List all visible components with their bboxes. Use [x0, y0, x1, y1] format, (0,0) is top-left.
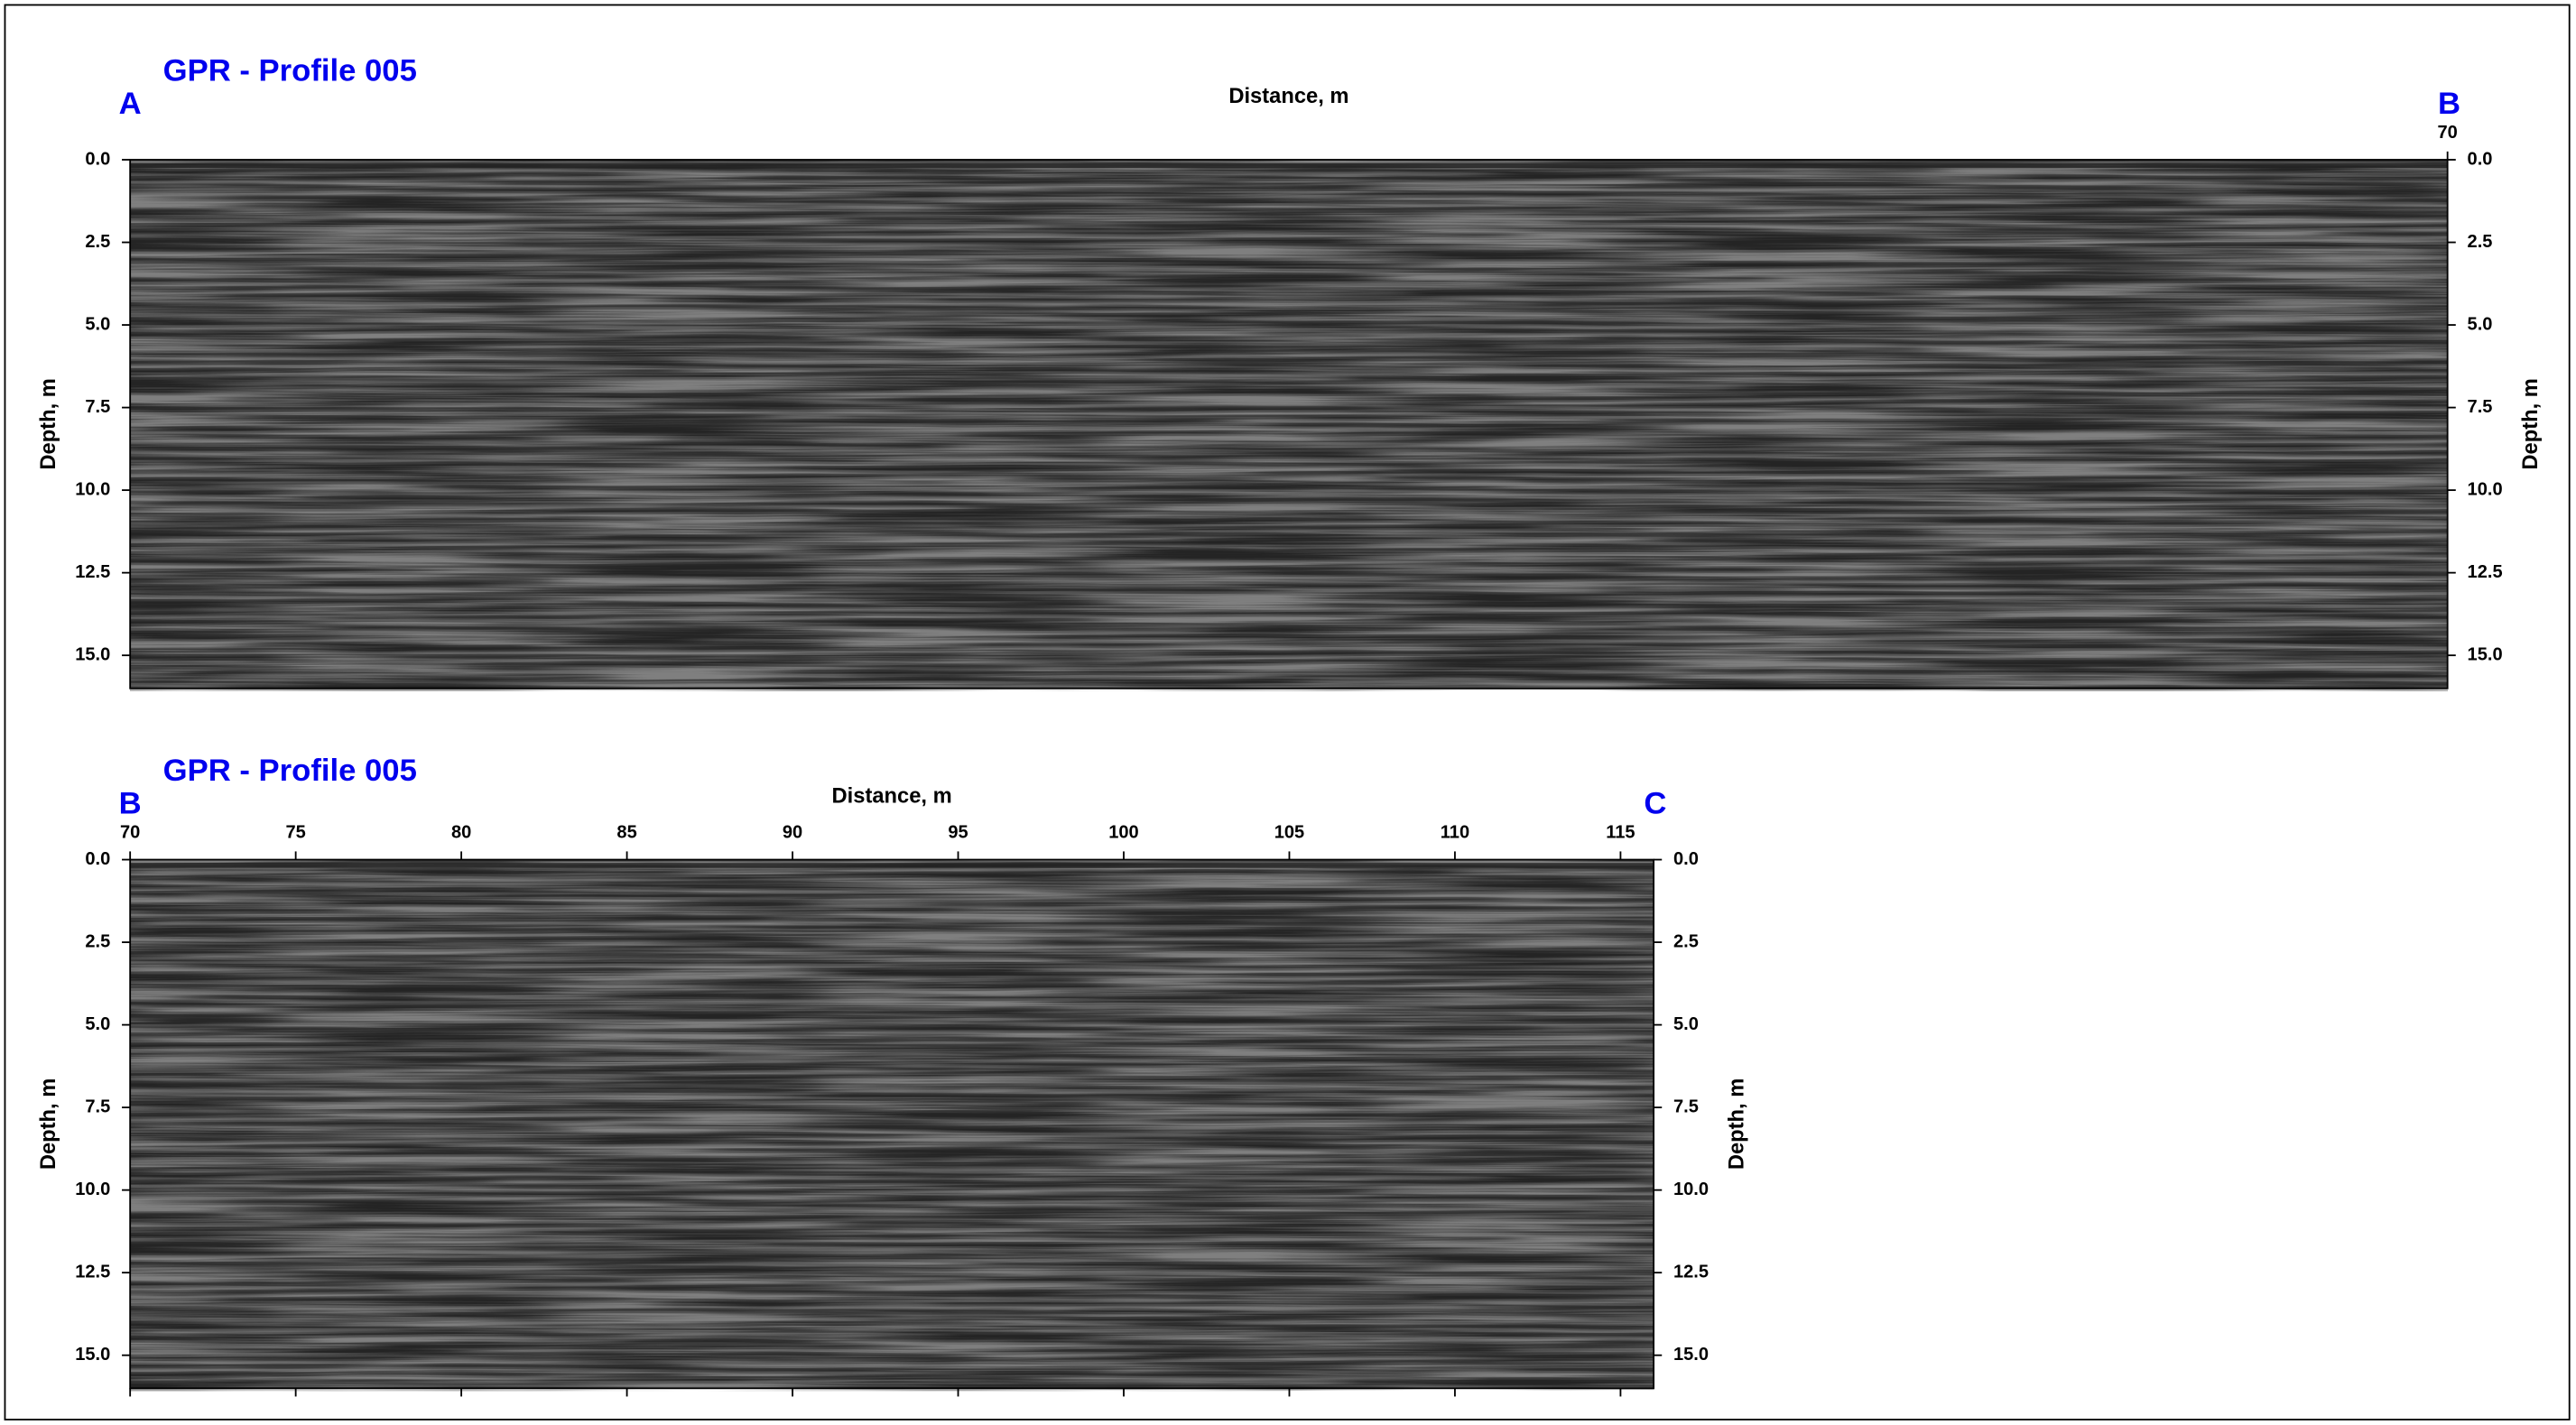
x-tick-label: 85	[616, 823, 636, 843]
plot-frame	[129, 858, 1655, 1390]
y-tick-label: 7.5	[85, 1097, 110, 1116]
chart-title: GPR - Profile 005	[163, 754, 417, 788]
y2-tick-label: 12.5	[2468, 562, 2503, 582]
y2-tick-label: 15.0	[2468, 644, 2503, 664]
x-tick-label: 100	[1108, 823, 1138, 843]
x-tick-label: 110	[1441, 823, 1469, 843]
y-tick-label: 5.0	[85, 1014, 110, 1034]
surface-band	[130, 863, 1654, 868]
y-axis-label: Depth, m	[37, 1078, 60, 1170]
start-label: A	[119, 87, 142, 121]
chart-title: GPR - Profile 005	[163, 53, 417, 88]
y2-tick-label: 2.5	[2468, 232, 2493, 252]
y2-axis-label: Depth, m	[1725, 1078, 1748, 1170]
radargram-highlight	[130, 165, 2448, 691]
y2-axis-label: Depth, m	[2519, 378, 2543, 469]
x-tick-label: 115	[1606, 823, 1635, 843]
x-tick-label: 90	[783, 823, 802, 843]
x-axis-label: Distance, m	[832, 784, 952, 808]
y2-tick-label: 5.0	[2468, 314, 2493, 334]
x-tick-label: 95	[948, 823, 968, 843]
radargram-panel	[129, 858, 1655, 1392]
y-tick-label: 0.0	[85, 149, 110, 169]
x-axis-label: Distance, m	[1228, 85, 1348, 108]
y2-tick-label: 0.0	[1673, 849, 1699, 869]
y2-tick-label: 12.5	[1673, 1262, 1709, 1282]
y-tick-label: 10.0	[75, 479, 110, 499]
frame	[4, 4, 2571, 1420]
y2-tick-label: 10.0	[1673, 1180, 1709, 1199]
y2-tick-label: 7.5	[1673, 1097, 1699, 1116]
y2-tick-label: 15.0	[1673, 1345, 1709, 1365]
y-tick-label: 2.5	[85, 931, 110, 951]
x-tick-label: 70	[120, 823, 140, 843]
radargram-panel	[129, 159, 2449, 691]
end-label: B	[2438, 87, 2460, 121]
y2-tick-label: 2.5	[1673, 931, 1699, 951]
end-label: C	[1644, 786, 1666, 820]
y-tick-label: 12.5	[75, 1262, 110, 1282]
y2-tick-label: 0.0	[2468, 149, 2493, 169]
y2-tick-label: 10.0	[2468, 479, 2503, 499]
y-tick-label: 7.5	[85, 397, 110, 417]
plot-frame	[129, 159, 2449, 689]
y-tick-label: 10.0	[75, 1180, 110, 1199]
y-tick-label: 15.0	[75, 644, 110, 664]
surface-band	[130, 162, 2448, 169]
x-tick-label: 105	[1274, 823, 1304, 843]
x-tick-label: 80	[451, 823, 471, 843]
y-axis-label: Depth, m	[37, 378, 60, 469]
y-tick-label: 15.0	[75, 1345, 110, 1365]
radargram-highlight	[130, 865, 1654, 1392]
x-tick-label: 75	[285, 823, 305, 843]
y2-tick-label: 5.0	[1673, 1014, 1699, 1034]
y2-tick-label: 7.5	[2468, 397, 2493, 417]
y-tick-label: 12.5	[75, 562, 110, 582]
y-tick-label: 5.0	[85, 314, 110, 334]
start-label: B	[119, 786, 142, 820]
x-tick-label: 70	[2437, 123, 2457, 143]
y-tick-label: 0.0	[85, 849, 110, 869]
y-tick-label: 2.5	[85, 232, 110, 252]
